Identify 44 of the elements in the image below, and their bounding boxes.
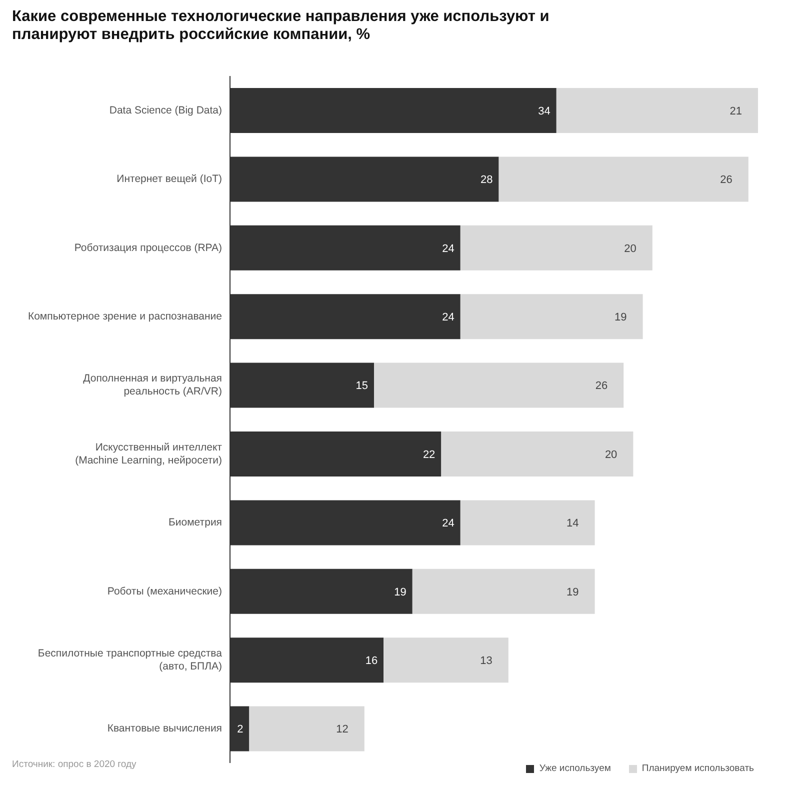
data-label: 22 <box>422 448 436 461</box>
bar <box>249 706 364 752</box>
data-label: 19 <box>614 312 627 324</box>
data-label: 20 <box>624 242 636 255</box>
data-label: 19 <box>566 586 579 598</box>
data-label: 34 <box>538 105 550 118</box>
bar <box>384 638 508 683</box>
data-label: 28 <box>480 174 493 186</box>
data-label: 12 <box>336 724 348 736</box>
bar <box>412 568 595 614</box>
data-label: 19 <box>394 586 406 598</box>
data-label: 15 <box>356 380 368 392</box>
data-label: 14 <box>566 518 579 530</box>
bar <box>460 225 652 270</box>
y-tick-label: Беспилотные транспортные средства (авто, БПЛА) <box>38 647 222 672</box>
y-tick-label: Биометрия <box>168 516 222 529</box>
y-tick-label: Роботизация процессов (RPA) <box>74 242 222 254</box>
y-tick-label: Data Science (Big Data) <box>109 104 222 116</box>
data-label: 2 <box>237 724 244 736</box>
data-label: 24 <box>442 312 454 324</box>
bar <box>460 500 595 546</box>
y-tick-label: Квантовые вычисления <box>107 722 222 735</box>
data-label: 26 <box>595 380 608 392</box>
data-label: 24 <box>442 518 454 530</box>
y-tick-label: Интернет вещей (IoT) <box>116 173 222 186</box>
y-tick-label: Дополненная и виртуальная реальность (AR/VR) <box>83 372 222 398</box>
bar <box>556 88 758 133</box>
data-label: 13 <box>480 655 492 668</box>
y-tick-label: Роботы (механические) <box>107 585 222 598</box>
data-label: 20 <box>604 448 618 461</box>
data-label: 21 <box>730 105 742 118</box>
legend-label: Уже используем <box>538 763 611 774</box>
y-tick-label: Искусственный интеллект (Machine Learning, нейросети) <box>75 441 222 466</box>
chart-title: Какие современные технологические направления уже используют и планируют внедрить российские компании, % <box>12 8 550 44</box>
bar <box>498 156 748 202</box>
bar <box>374 362 624 408</box>
y-tick-label: Компьютерное зрение и распознавание <box>28 310 222 322</box>
data-label: 16 <box>365 655 378 668</box>
text: Источник: опрос в 2020 году <box>12 759 136 770</box>
bar <box>441 432 634 476</box>
bar <box>460 294 643 340</box>
data-label: 24 <box>442 242 454 255</box>
legend-label: Планируем использовать <box>640 763 754 774</box>
data-label: 26 <box>720 174 732 186</box>
